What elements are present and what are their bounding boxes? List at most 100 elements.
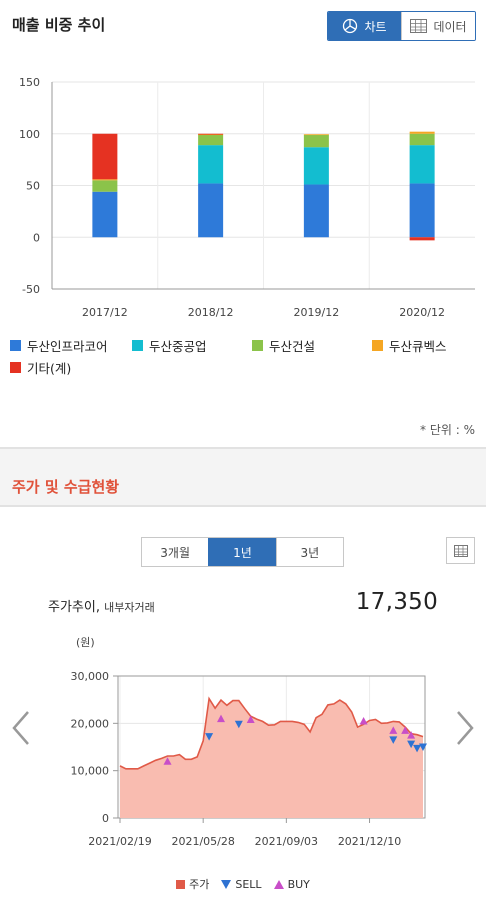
- y-tick-label: 30,000: [71, 670, 110, 683]
- chart-view-label: 차트: [364, 19, 387, 34]
- x-tick-label: 2021/09/03: [255, 835, 318, 848]
- bar-segment: [409, 145, 435, 184]
- legend-label: 두산큐벡스: [389, 339, 447, 354]
- legend-label: BUY: [287, 877, 310, 891]
- legend-swatch: [10, 362, 21, 373]
- buy-marker: [407, 731, 416, 739]
- bar-segment: [198, 134, 224, 136]
- legend-swatch: [10, 340, 21, 351]
- buy-marker: [217, 714, 225, 723]
- sales-ratio-bar-chart: -50 0 50 100 150 2017/12 2018/12 2019/12 2020/12: [19, 76, 475, 319]
- unit-note: * 단위 : %: [420, 423, 475, 437]
- legend-label: 두산중공업: [149, 339, 207, 354]
- x-tick-label: 2019/12: [294, 306, 340, 319]
- stock-chart-title-main: 주가추이,: [48, 600, 100, 615]
- y-tick-label: 100: [19, 128, 40, 141]
- bar-segment: [198, 134, 224, 146]
- legend-swatch: [132, 340, 143, 351]
- period-1y-button[interactable]: 1년: [208, 538, 276, 566]
- chart-view-button[interactable]: 차트: [328, 12, 401, 40]
- bar-segment: [409, 133, 435, 146]
- y-tick-label: -50: [22, 283, 40, 296]
- bar-segment: [303, 134, 329, 136]
- period-3y-button[interactable]: 3년: [275, 538, 343, 566]
- bar-segment: [92, 180, 118, 192]
- price-area: [120, 698, 423, 818]
- legend-item-cubex[interactable]: 두산큐벡스: [372, 336, 447, 355]
- sell-marker: [234, 720, 243, 729]
- legend-label: 두산건설: [269, 339, 316, 354]
- section-band: [0, 447, 486, 507]
- legend-item-infracore[interactable]: 두산인프라코어: [10, 336, 108, 355]
- bar-segment: [303, 147, 329, 185]
- bar-segment: [409, 183, 435, 238]
- data-view-button[interactable]: 데이터: [401, 12, 475, 40]
- period-3m-button[interactable]: 3개월: [160, 545, 191, 560]
- sell-marker: [205, 733, 214, 741]
- stock-price-area-chart: (원) 0 10,000 20,000 30,000 2021/02/19 2021/05/…: [71, 636, 427, 848]
- sell-marker: [419, 743, 427, 751]
- y-axis-unit: (원): [76, 636, 95, 649]
- bar-segment: [92, 179, 118, 181]
- y-tick-label: 150: [19, 76, 40, 89]
- pie-chart-icon: [343, 18, 358, 34]
- stock-chart-title-sub: 내부자거래: [104, 601, 155, 614]
- table-icon: [410, 19, 428, 33]
- data-view-label: 데이터: [433, 19, 467, 34]
- sell-marker: [407, 740, 416, 749]
- legend-item-buy[interactable]: BUY: [273, 876, 310, 892]
- bar-segment: [198, 183, 224, 238]
- legend-item-other[interactable]: 기타(계): [10, 358, 71, 377]
- legend-swatch: [372, 340, 383, 351]
- y-tick-label: 0: [102, 812, 109, 825]
- prev-arrow-icon[interactable]: [9, 708, 33, 748]
- legend-item-heavy[interactable]: 두산중공업: [132, 336, 207, 355]
- legend-label: 기타(계): [27, 361, 72, 376]
- x-tick-label: 2017/12: [82, 306, 128, 319]
- buy-marker: [359, 716, 368, 725]
- bar-segment: [198, 145, 224, 184]
- triangle-up-icon: [273, 879, 284, 889]
- legend-swatch: [252, 340, 263, 351]
- legend-item-price[interactable]: 주가: [176, 876, 209, 892]
- sales-ratio-title: 매출 비중 추이: [12, 16, 106, 34]
- next-arrow-icon[interactable]: [453, 708, 477, 748]
- triangle-down-icon: [221, 879, 232, 889]
- price-line: [119, 696, 424, 770]
- table-view-button[interactable]: [446, 537, 475, 564]
- y-tick-label: 50: [26, 180, 40, 193]
- bar-segment: [409, 131, 435, 134]
- legend-item-sell[interactable]: SELL: [221, 876, 262, 892]
- y-tick-label: 10,000: [71, 765, 110, 778]
- bar-segment: [303, 184, 329, 238]
- current-price: 17,350: [355, 589, 438, 615]
- stock-chart-title: 주가추이, 내부자거래: [48, 596, 155, 615]
- bar-segment: [303, 134, 329, 148]
- table-icon: [453, 544, 468, 557]
- y-tick-label: 20,000: [71, 717, 110, 730]
- stock-section-title: 주가 및 수급현황: [12, 478, 120, 496]
- buy-marker: [163, 757, 172, 765]
- y-tick-label: 0: [33, 231, 40, 244]
- sell-marker: [389, 736, 398, 744]
- x-tick-label: 2018/12: [188, 306, 234, 319]
- x-tick-label: 2021/02/19: [88, 835, 151, 848]
- period-selector: 3개월 1년 3년: [141, 537, 344, 567]
- buy-marker: [401, 726, 410, 734]
- legend-label: SELL: [235, 877, 262, 891]
- x-tick-label: 2021/12/10: [338, 835, 401, 848]
- bar-segment: [409, 237, 435, 241]
- buy-marker: [389, 726, 398, 734]
- bar-segment: [92, 133, 118, 180]
- legend-item-construction[interactable]: 두산건설: [252, 336, 315, 355]
- sell-marker: [413, 744, 422, 753]
- buy-marker: [246, 715, 255, 724]
- x-tick-label: 2021/05/28: [171, 835, 234, 848]
- bar-segment: [198, 133, 224, 135]
- legend-label: 두산인프라코어: [27, 339, 108, 354]
- x-tick-label: 2020/12: [399, 306, 445, 319]
- legend-label: 주가: [189, 878, 210, 891]
- stock-chart-legend: 주가 SELL BUY: [0, 876, 486, 892]
- square-icon: [176, 879, 186, 889]
- bar-segment: [92, 191, 118, 238]
